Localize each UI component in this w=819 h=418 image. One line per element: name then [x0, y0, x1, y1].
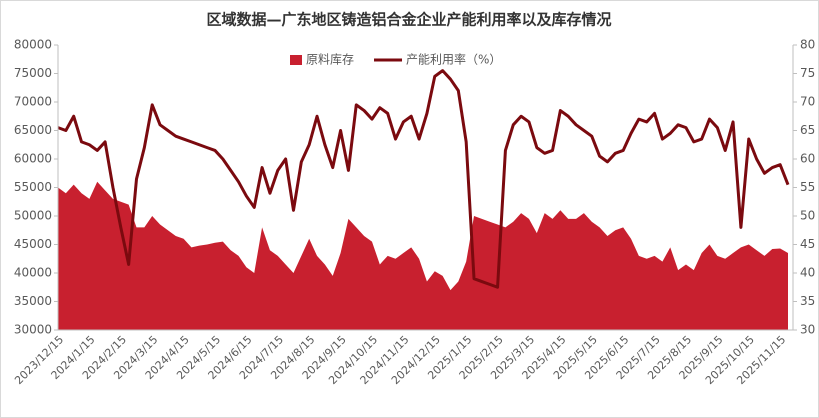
y2-tick-label: 35	[800, 294, 815, 308]
y2-tick-label: 40	[800, 266, 815, 280]
y-tick-label: 40000	[14, 266, 52, 280]
line	[57, 69, 790, 289]
y-tick-label: 30000	[14, 323, 52, 337]
y2-tick-label: 45	[800, 237, 815, 251]
y2-tick-label: 65	[800, 123, 815, 137]
chart-title: 区域数据—广东地区铸造铝合金企业产能利用率以及库存情况	[206, 11, 611, 29]
y2-tick-label: 50	[800, 209, 815, 223]
y2-tick-label: 70	[800, 95, 815, 109]
legend-swatch	[290, 55, 302, 65]
legend-label: 产能利用率（%）	[406, 52, 501, 67]
y-tick-label: 65000	[14, 123, 52, 137]
legend-label: 原料库存	[306, 52, 354, 67]
y2-tick-label: 75	[800, 66, 815, 80]
y2-tick-label: 60	[800, 152, 815, 166]
y-tick-label: 70000	[14, 95, 52, 109]
y-tick-label: 75000	[14, 66, 52, 80]
y-tick-label: 55000	[14, 180, 52, 194]
y-tick-label: 50000	[14, 209, 52, 223]
y2-tick-label: 55	[800, 180, 815, 194]
y-tick-label: 60000	[14, 152, 52, 166]
y-tick-label: 35000	[14, 294, 52, 308]
y-tick-label: 80000	[14, 38, 52, 52]
y2-tick-label: 80	[800, 38, 815, 52]
y-tick-label: 45000	[14, 237, 52, 251]
y2-tick-label: 30	[800, 323, 815, 337]
area	[58, 181, 788, 330]
